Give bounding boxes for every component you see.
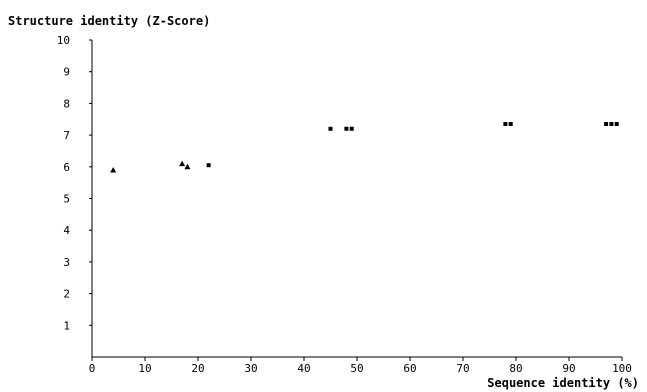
y-tick-label: 5 xyxy=(63,193,70,206)
square-marker xyxy=(604,122,609,127)
x-tick-label: 40 xyxy=(297,362,310,375)
x-axis-ticks: 0 10 20 30 40 50 60 70 80 90 100 xyxy=(89,357,632,375)
y-tick-label: 1 xyxy=(63,319,70,332)
y-axis-title: Structure identity (Z-Score) xyxy=(8,14,210,28)
y-tick-label: 7 xyxy=(63,129,70,142)
x-tick-label: 60 xyxy=(403,362,416,375)
y-tick-label: 4 xyxy=(63,224,70,237)
x-tick-label: 20 xyxy=(191,362,204,375)
square-marker xyxy=(328,126,333,131)
y-tick-label: 8 xyxy=(63,97,70,110)
square-marker xyxy=(206,163,211,168)
square-marker xyxy=(508,122,513,127)
x-tick-label: 0 xyxy=(89,362,96,375)
y-tick-label: 10 xyxy=(57,34,70,47)
x-tick-label: 50 xyxy=(350,362,363,375)
triangle-marker xyxy=(184,163,191,170)
triangle-marker xyxy=(179,160,186,167)
x-tick-label: 30 xyxy=(244,362,257,375)
y-tick-label: 3 xyxy=(63,256,70,269)
square-marker xyxy=(503,122,508,127)
square-marker xyxy=(344,126,349,131)
square-marker xyxy=(349,126,354,131)
y-axis-ticks: 1 2 3 4 5 6 7 8 9 10 xyxy=(57,34,92,332)
x-axis-title: Sequence identity (%) xyxy=(487,376,639,390)
triangle-marker xyxy=(110,166,117,173)
x-tick-label: 80 xyxy=(509,362,522,375)
x-tick-label: 100 xyxy=(612,362,632,375)
square-marker xyxy=(614,122,619,127)
x-tick-label: 10 xyxy=(138,362,151,375)
y-tick-label: 2 xyxy=(63,288,70,301)
y-tick-label: 6 xyxy=(63,161,70,174)
x-tick-label: 70 xyxy=(456,362,469,375)
y-tick-label: 9 xyxy=(63,66,70,79)
data-points xyxy=(110,122,619,173)
square-marker xyxy=(609,122,614,127)
x-tick-label: 90 xyxy=(562,362,575,375)
